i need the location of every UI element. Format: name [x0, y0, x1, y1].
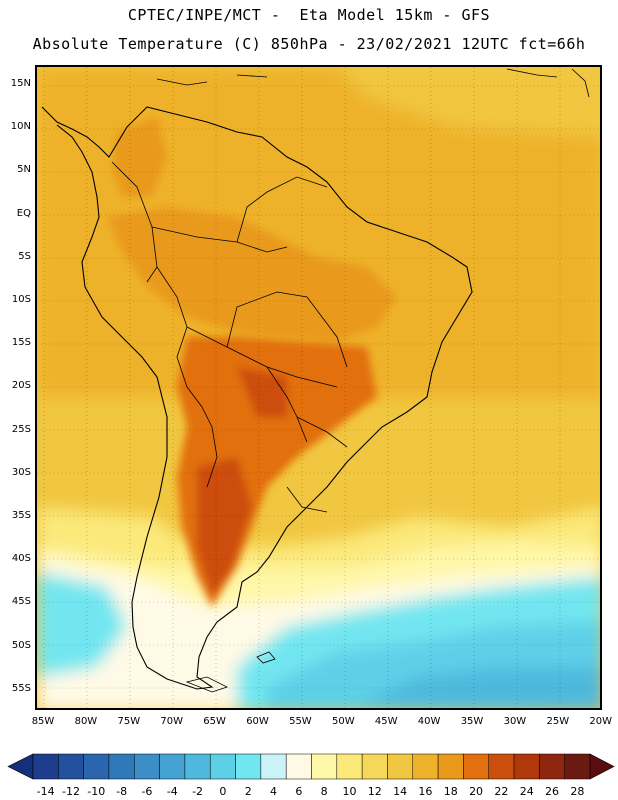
- colorbar-label: 10: [342, 785, 357, 798]
- colorbar-label: -4: [166, 785, 178, 798]
- lat-label: 55S: [11, 682, 31, 694]
- lat-label: 15N: [10, 78, 31, 89]
- colorbar-swatch: [564, 753, 591, 780]
- colorbar-swatch: [539, 753, 565, 780]
- lon-label: 25W: [546, 716, 570, 727]
- colorbar-label: 26: [545, 785, 560, 798]
- lat-label: 5S: [18, 250, 31, 262]
- lon-label: 40W: [417, 716, 441, 727]
- colorbar-label: 2: [244, 785, 252, 798]
- lon-label: 50W: [331, 716, 355, 727]
- field-southeast-blue: [357, 667, 600, 708]
- title-line-1: CPTEC/INPE/MCT - Eta Model 15km - GFS: [127, 6, 491, 24]
- lat-label: 50S: [11, 639, 31, 651]
- colorbar-label: 12: [367, 785, 382, 798]
- lat-label: EQ: [16, 207, 31, 219]
- colorbar-label: 16: [418, 785, 433, 798]
- colorbar-label: 6: [295, 785, 303, 798]
- lon-label: 70W: [160, 716, 183, 727]
- lon-label: 80W: [74, 716, 98, 727]
- lat-label: 10N: [10, 121, 31, 133]
- lon-label: 30W: [503, 716, 527, 727]
- lat-label: 40S: [11, 553, 31, 565]
- colorbar-label: 0: [219, 785, 227, 798]
- colorbar-swatch: [361, 753, 388, 780]
- title-line-2: Absolute Temperature (C) 850hPa - 23/02/…: [32, 35, 586, 53]
- colorbar-swatch: [260, 753, 287, 780]
- colorbar-swatch: [32, 753, 59, 780]
- lat-label: 35S: [11, 510, 31, 521]
- lon-label: 35W: [460, 716, 484, 727]
- south-america-coastline: [41, 106, 473, 690]
- colorbar-swatch: [513, 753, 540, 780]
- colorbar-label: -10: [87, 785, 106, 798]
- lat-label: 5N: [17, 164, 31, 176]
- lat-label: 30S: [11, 466, 31, 478]
- colorbar-label: 20: [469, 785, 484, 798]
- field-patagonia-hot: [197, 457, 252, 597]
- lat-label: 45S: [11, 596, 31, 608]
- colorbar-swatch: [285, 753, 312, 780]
- lon-label: 60W: [246, 716, 269, 727]
- colorbar-label: 18: [443, 785, 458, 798]
- colorbar-label: -2: [192, 785, 204, 798]
- colorbar-swatch: [412, 753, 439, 780]
- lon-label: 75W: [117, 716, 141, 727]
- lat-label: 25S: [11, 423, 31, 435]
- colorbar-label: -12: [61, 785, 80, 798]
- lon-label: 20W: [589, 716, 612, 727]
- lon-label: 65W: [203, 716, 226, 727]
- colorbar-swatch: [209, 753, 236, 780]
- colorbar-label: -8: [116, 785, 128, 798]
- lat-label: 20S: [11, 380, 31, 392]
- field-chaco-hot: [237, 367, 287, 417]
- colorbar-swatch: [437, 753, 464, 780]
- lat-label: 10S: [11, 294, 31, 305]
- falkland-islands: [256, 651, 276, 664]
- colorbar-swatch: [58, 753, 84, 780]
- lon-label: 55W: [289, 716, 312, 727]
- graticule: [37, 67, 600, 708]
- colorbar-swatch: [184, 753, 211, 780]
- country-borders: [111, 161, 348, 513]
- colorbar-swatch: [159, 753, 186, 780]
- map-canvas: [37, 67, 600, 708]
- colorbar-label: 22: [494, 785, 509, 798]
- field-north-band: [37, 67, 600, 327]
- field-colombia-warm: [112, 117, 167, 197]
- colorbar-arrow-left: [7, 753, 34, 780]
- colorbar-swatch: [134, 753, 160, 780]
- lon-label: 85W: [31, 716, 55, 727]
- lon-label: 45W: [374, 716, 398, 727]
- colorbar-label: 4: [270, 785, 278, 798]
- colorbar-label: 8: [320, 785, 328, 798]
- field-amazon-warm: [107, 207, 397, 342]
- colorbar-label: -6: [141, 785, 153, 798]
- colorbar-swatch: [488, 753, 515, 780]
- colorbar-swatch: [311, 753, 338, 780]
- lat-label: 15S: [11, 337, 31, 349]
- colorbar-swatch: [235, 753, 262, 780]
- colorbar-label: -14: [36, 785, 55, 798]
- temperature-map[interactable]: [35, 65, 602, 710]
- field-southwest-cyan: [37, 572, 127, 677]
- colorbar-label: 14: [393, 785, 408, 798]
- colorbar-swatch: [463, 753, 489, 780]
- colorbar-swatch: [83, 753, 110, 780]
- colorbar-swatch: [336, 753, 363, 780]
- colorbar-arrow-right: [589, 753, 615, 780]
- colorbar-swatch: [108, 753, 135, 780]
- colorbar-label: 24: [519, 785, 534, 798]
- tierra-del-fuego: [185, 676, 229, 693]
- colorbar-label: 28: [570, 785, 585, 798]
- colorbar-swatch: [387, 753, 414, 780]
- field-caribbean-warm: [337, 67, 600, 137]
- caribbean-islands: [156, 68, 590, 98]
